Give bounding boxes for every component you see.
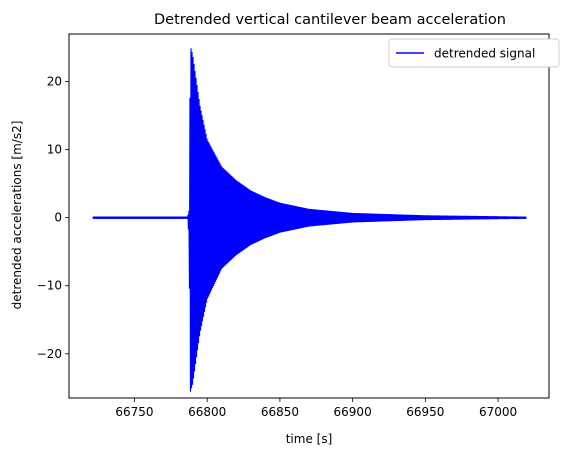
x-tick-label: 66950 xyxy=(406,405,444,419)
x-tick-label: 66850 xyxy=(261,405,299,419)
x-tick-label: 67000 xyxy=(479,405,517,419)
plot-area xyxy=(92,48,527,392)
y-tick-label: −20 xyxy=(37,347,62,361)
legend-box xyxy=(388,38,560,68)
y-tick-label: −10 xyxy=(37,279,62,293)
x-tick-label: 66750 xyxy=(115,405,153,419)
axis-ticks: 66750 66800 66850 66900 66950 67000 −20 −10 0 10 2… xyxy=(37,75,518,419)
x-tick-label: 66800 xyxy=(188,405,226,419)
legend: detrended signal xyxy=(388,38,560,68)
y-tick-label: 0 xyxy=(54,211,62,225)
y-tick-label: 20 xyxy=(47,75,62,89)
x-tick-label: 66900 xyxy=(334,405,372,419)
x-axis-label: time [s] xyxy=(286,432,333,446)
y-axis-label: detrended accelerations [m/s2] xyxy=(10,121,24,310)
y-tick-label: 10 xyxy=(47,143,62,157)
axes-frame xyxy=(68,33,550,399)
legend-label-detrended-signal: detrended signal xyxy=(434,47,535,61)
chart-title: Detrended vertical cantilever beam accel… xyxy=(154,12,506,28)
series-line-detrended-signal xyxy=(92,48,527,392)
